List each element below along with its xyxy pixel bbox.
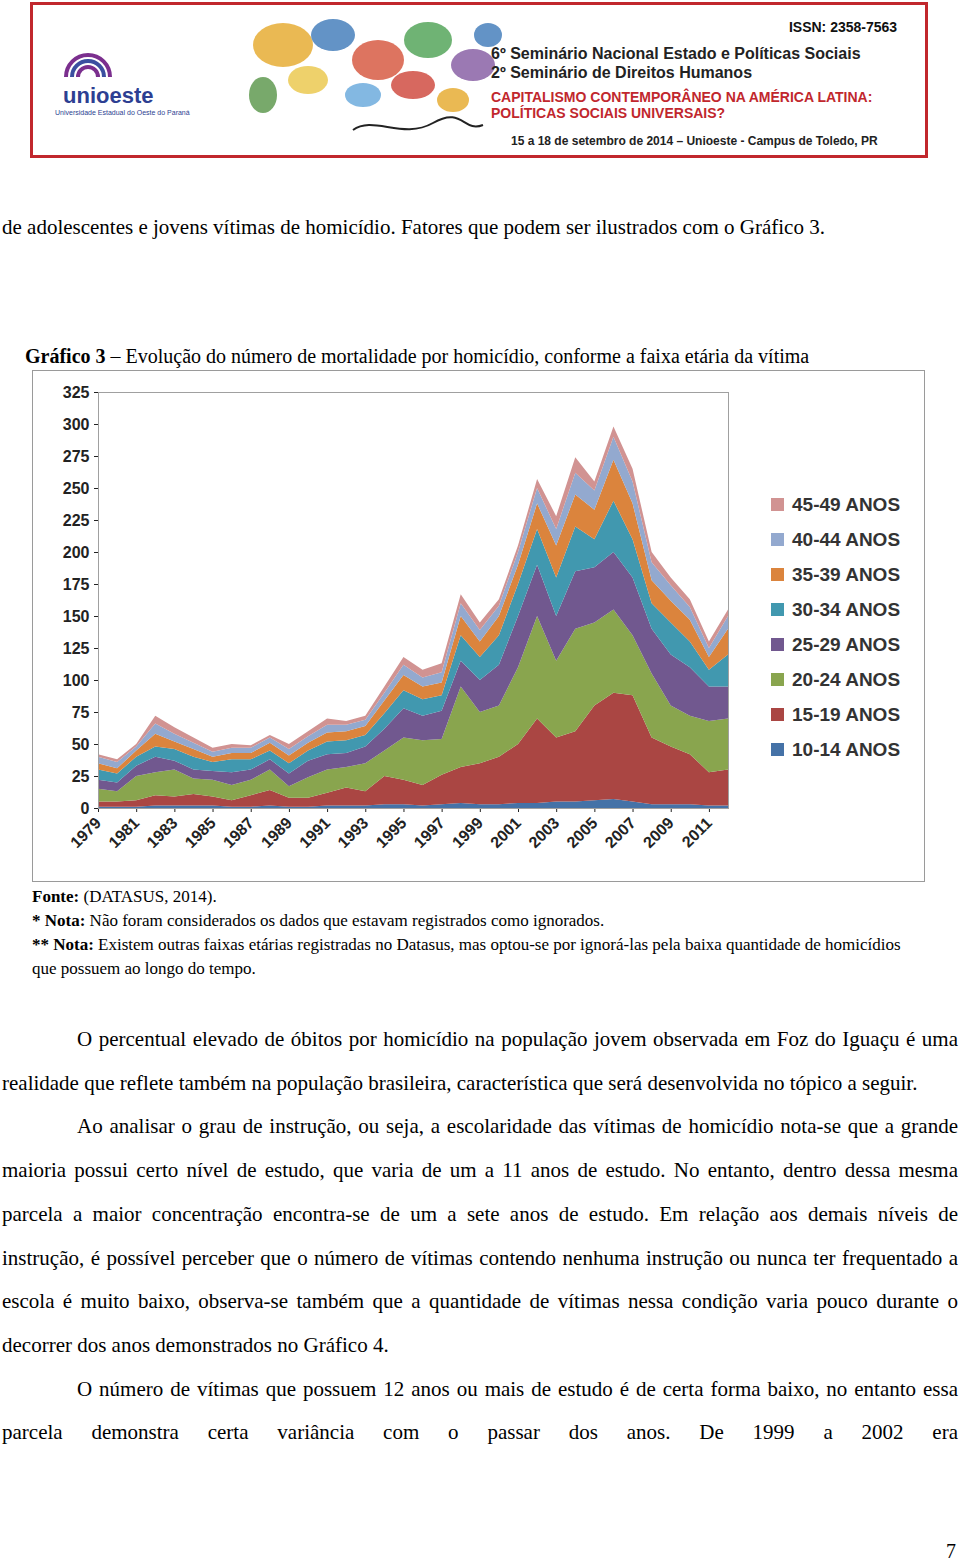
svg-text:2011: 2011	[679, 814, 716, 851]
svg-text:2007: 2007	[602, 814, 639, 851]
svg-text:2001: 2001	[487, 814, 524, 851]
svg-text:1989: 1989	[258, 814, 295, 851]
svg-text:150: 150	[63, 608, 90, 625]
svg-text:1997: 1997	[411, 814, 448, 851]
svg-text:1981: 1981	[105, 814, 142, 851]
svg-text:100: 100	[63, 672, 90, 689]
html-text:O número de vítimas que possue: O número de vítimas que possuem 12 anos …	[2, 1376, 958, 1445]
html-text:15-19 ANOS: 15-19 ANOS	[792, 703, 901, 725]
svg-text:ISSN: 2358-7563: ISSN: 2358-7563	[789, 19, 897, 35]
html-text:Fonte: (DATASUS, 2014).: Fonte: (DATASUS, 2014).	[32, 887, 217, 906]
svg-text:1999: 1999	[449, 814, 486, 851]
html-text:20-24 ANOS: 20-24 ANOS	[792, 668, 901, 690]
svg-text:2003: 2003	[525, 814, 562, 851]
html-text:O percentual elevado de óbitos: O percentual elevado de óbitos por homic…	[2, 1027, 958, 1095]
svg-text:0: 0	[81, 800, 90, 817]
html-text:7: 7	[946, 1540, 956, 1562]
html-text:30-34 ANOS: 30-34 ANOS	[792, 598, 901, 620]
svg-text:200: 200	[63, 544, 90, 561]
svg-text:POLÍTICAS SOCIAIS UNIVERSAIS?: POLÍTICAS SOCIAIS UNIVERSAIS?	[491, 105, 725, 121]
svg-text:325: 325	[63, 384, 90, 401]
html-text:Ao analisar o grau de instruçã: Ao analisar o grau de instrução, ou seja…	[2, 1114, 958, 1357]
html-text:10-14 ANOS: 10-14 ANOS	[792, 738, 901, 760]
svg-text:75: 75	[72, 704, 90, 721]
svg-text:175: 175	[63, 576, 90, 593]
svg-text:300: 300	[63, 416, 90, 433]
svg-text:unioeste: unioeste	[63, 83, 153, 108]
svg-text:1983: 1983	[143, 814, 180, 851]
svg-text:1985: 1985	[182, 814, 219, 851]
html-text:25-29 ANOS: 25-29 ANOS	[792, 633, 901, 655]
html-text:35-39 ANOS: 35-39 ANOS	[792, 563, 901, 585]
svg-text:125: 125	[63, 640, 90, 657]
svg-text:2009: 2009	[640, 814, 677, 851]
svg-text:Universidade Estadual do Oeste: Universidade Estadual do Oeste do Paraná	[55, 109, 190, 116]
svg-text:25: 25	[72, 768, 90, 785]
html-text:* Nota: Não foram considerados: * Nota: Não foram considerados os dados …	[32, 911, 605, 930]
svg-text:1991: 1991	[296, 814, 333, 851]
svg-text:250: 250	[63, 480, 90, 497]
svg-text:1979: 1979	[67, 814, 104, 851]
svg-text:15 a 18 de setembro de 2014 –: 15 a 18 de setembro de 2014 – Unioeste -…	[511, 134, 878, 148]
svg-text:1995: 1995	[373, 814, 410, 851]
svg-text:CAPITALISMO CONTEMPORÂNEO NA A: CAPITALISMO CONTEMPORÂNEO NA AMÉRICA LAT…	[491, 88, 872, 105]
svg-text:6º Seminário Nacional Estado e: 6º Seminário Nacional Estado e Políticas…	[491, 45, 861, 62]
svg-text:1987: 1987	[220, 814, 257, 851]
html-text:Gráfico 3 – Evolução do número: Gráfico 3 – Evolução do número de mortal…	[25, 345, 810, 367]
html-text:** Nota: Existem outras faixas: ** Nota: Existem outras faixas etárias r…	[32, 935, 901, 978]
svg-text:2005: 2005	[563, 814, 600, 851]
html-text:de adolescentes e jovens vítim: de adolescentes e jovens vítimas de homi…	[2, 215, 825, 239]
svg-text:275: 275	[63, 448, 90, 465]
svg-text:225: 225	[63, 512, 90, 529]
svg-text:2º Seminário de Direitos Human: 2º Seminário de Direitos Humanos	[491, 64, 752, 81]
svg-text:1993: 1993	[334, 814, 371, 851]
html-text:40-44 ANOS: 40-44 ANOS	[792, 528, 901, 550]
svg-text:50: 50	[72, 736, 90, 753]
html-text:45-49 ANOS: 45-49 ANOS	[792, 493, 901, 515]
